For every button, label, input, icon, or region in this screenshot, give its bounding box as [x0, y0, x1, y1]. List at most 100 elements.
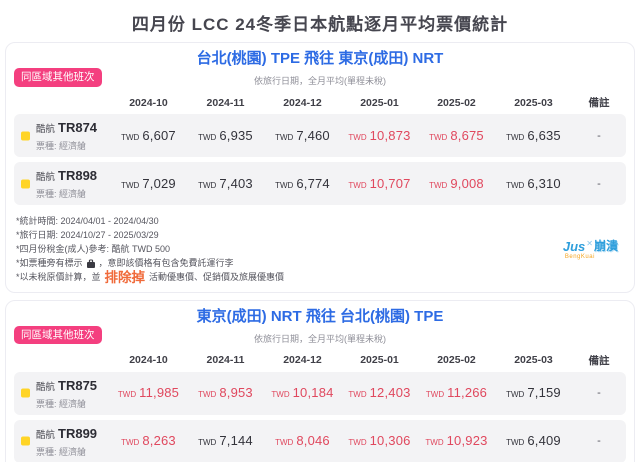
price-cell: TWD 11,266	[418, 384, 495, 402]
currency-label: TWD	[121, 438, 140, 448]
airline-label: 酷航	[36, 124, 56, 135]
currency-label: TWD	[198, 390, 217, 400]
price-cell: TWD 8,675	[418, 127, 495, 145]
price-value: 10,923	[446, 433, 488, 449]
column-header: 2025-03	[514, 96, 553, 109]
price-cell: TWD 10,184	[264, 384, 341, 402]
column-header: 2025-03	[514, 354, 553, 367]
price-value: 11,985	[139, 385, 180, 401]
footnotes: *統計時間: 2024/04/01 - 2024/04/30 *旅行日期: 20…	[6, 210, 634, 290]
flight-info-cell: 酷航 TR899 票種: 經濟艙	[14, 420, 110, 462]
fare-class-label: 票種: 經濟艙	[36, 189, 87, 199]
currency-label: TWD	[275, 180, 294, 190]
airline-label: 酷航	[36, 429, 56, 441]
price-cell: TWD 7,144	[187, 432, 264, 450]
currency-label: TWD	[121, 180, 140, 190]
price-cell: TWD 9,008	[418, 175, 495, 193]
currency-label: TWD	[117, 390, 137, 400]
price-value: 7,159	[527, 385, 561, 401]
currency-label: TWD	[425, 390, 445, 400]
price-value: 8,675	[450, 127, 484, 143]
table-caption: 依旅行日期，全月平均(單程未稅)	[254, 76, 386, 86]
price-cell: TWD 6,409	[495, 432, 572, 450]
price-cell: TWD 8,263	[110, 432, 187, 450]
footnote: *四月份稅金(成人)參考: 酷航 TWD 500	[16, 243, 171, 254]
column-header: 2025-01	[360, 354, 399, 367]
luggage-icon	[86, 259, 96, 269]
price-cell: TWD 6,774	[264, 175, 341, 193]
flight-number: TR898	[58, 168, 98, 183]
column-header: 2025-02	[437, 96, 476, 109]
column-header: 2024-10	[129, 96, 168, 109]
flight-row: 酷航 TR899 票種: 經濟艙 TWD 8,263 TWD 7,144 TWD 8,0…	[14, 419, 626, 462]
column-header: 2024-11	[206, 96, 245, 109]
currency-label: TWD	[275, 438, 294, 448]
currency-label: TWD	[506, 132, 525, 142]
airline-label: 酷航	[36, 172, 56, 183]
remark-cell: -	[597, 177, 601, 190]
column-header: 2024-11	[206, 354, 245, 367]
price-cell: TWD 10,923	[418, 432, 495, 450]
fare-table-tpe-nrt: 台北(桃園) TPE 飛往 東京(成田) NRT 同區域其他班次 依旅行日期，全…	[5, 42, 635, 293]
currency-label: TWD	[429, 180, 448, 190]
price-cell: TWD 6,310	[495, 175, 572, 193]
price-value: 6,774	[296, 175, 330, 191]
column-header-row: 2024-10 2024-11 2024-12 2025-01 2025-02 …	[14, 353, 626, 368]
price-value: 7,029	[142, 175, 176, 191]
remark-cell: -	[597, 435, 601, 448]
flight-row: 酷航 TR898 票種: 經濟艙 TWD 7,029 TWD 7,403 TWD 6,7…	[14, 162, 626, 205]
route-title: 東京(成田) NRT 飛往 台北(桃園) TPE	[196, 307, 444, 325]
fare-class-label: 票種: 經濟艙	[36, 446, 87, 457]
brand-logo: Jus ✕ 崩潰 BengKuai	[562, 238, 618, 260]
price-value: 10,306	[369, 433, 411, 449]
cross-icon: ✕	[586, 238, 593, 248]
currency-label: TWD	[271, 390, 290, 400]
column-header-remark: 備註	[588, 97, 610, 109]
price-value: 11,266	[447, 385, 488, 401]
flight-number: TR874	[58, 120, 98, 135]
currency-label: TWD	[198, 438, 217, 448]
price-cell: TWD 7,029	[110, 175, 187, 193]
fare-table-nrt-tpe: 東京(成田) NRT 飛往 台北(桃園) TPE 同區域其他班次 依旅行日期，全…	[5, 299, 635, 462]
footnote: *如票種旁有標示 ，意即該價格有包含免費託運行李	[16, 257, 234, 269]
price-value: 8,263	[142, 433, 176, 449]
region-badge: 同區域其他班次	[14, 68, 102, 87]
price-cell: TWD 11,985	[110, 384, 187, 402]
price-value: 8,046	[296, 433, 330, 449]
price-cell: TWD 8,953	[187, 384, 264, 402]
free-baggage-icon	[21, 436, 30, 446]
price-cell: TWD 10,707	[341, 175, 418, 193]
airline-label: 酷航	[36, 381, 56, 393]
flight-number: TR899	[58, 425, 98, 441]
price-value: 6,935	[219, 127, 253, 143]
region-badge: 同區域其他班次	[14, 325, 102, 345]
fare-class-label: 票種: 經濟艙	[36, 398, 87, 409]
currency-label: TWD	[348, 132, 367, 142]
price-value: 7,460	[296, 127, 330, 143]
currency-label: TWD	[198, 180, 217, 190]
free-baggage-icon	[21, 131, 30, 140]
price-value: 10,707	[369, 175, 411, 191]
column-header: 2024-12	[283, 354, 322, 367]
footnote: *以未稅原價計算，並 排除掉 活動優惠價、促銷價及旅展優惠價	[16, 269, 285, 285]
flight-info-cell: 酷航 TR898 票種: 經濟艙	[14, 162, 110, 205]
price-cell: TWD 7,460	[264, 127, 341, 145]
price-value: 10,184	[292, 385, 334, 401]
column-header: 2025-02	[437, 354, 476, 367]
price-value: 6,310	[527, 175, 561, 191]
table-caption: 依旅行日期，全月平均(單程未稅)	[254, 333, 386, 344]
price-value: 7,403	[219, 175, 253, 191]
route-title: 台北(桃園) TPE 飛往 東京(成田) NRT	[196, 50, 444, 67]
price-value: 6,635	[527, 127, 561, 143]
currency-label: TWD	[348, 180, 367, 190]
currency-label: TWD	[429, 132, 448, 142]
footnote: *統計時間: 2024/04/01 - 2024/04/30	[16, 216, 159, 226]
price-cell: TWD 12,403	[341, 384, 418, 402]
price-cell: TWD 10,306	[341, 432, 418, 450]
footnote: *旅行日期: 2024/10/27 - 2025/03/29	[16, 229, 159, 240]
highlight-text: 排除掉	[104, 269, 146, 285]
column-header-remark: 備註	[588, 354, 610, 367]
price-cell: TWD 6,935	[187, 127, 264, 145]
currency-label: TWD	[275, 132, 294, 142]
currency-label: TWD	[121, 132, 140, 142]
